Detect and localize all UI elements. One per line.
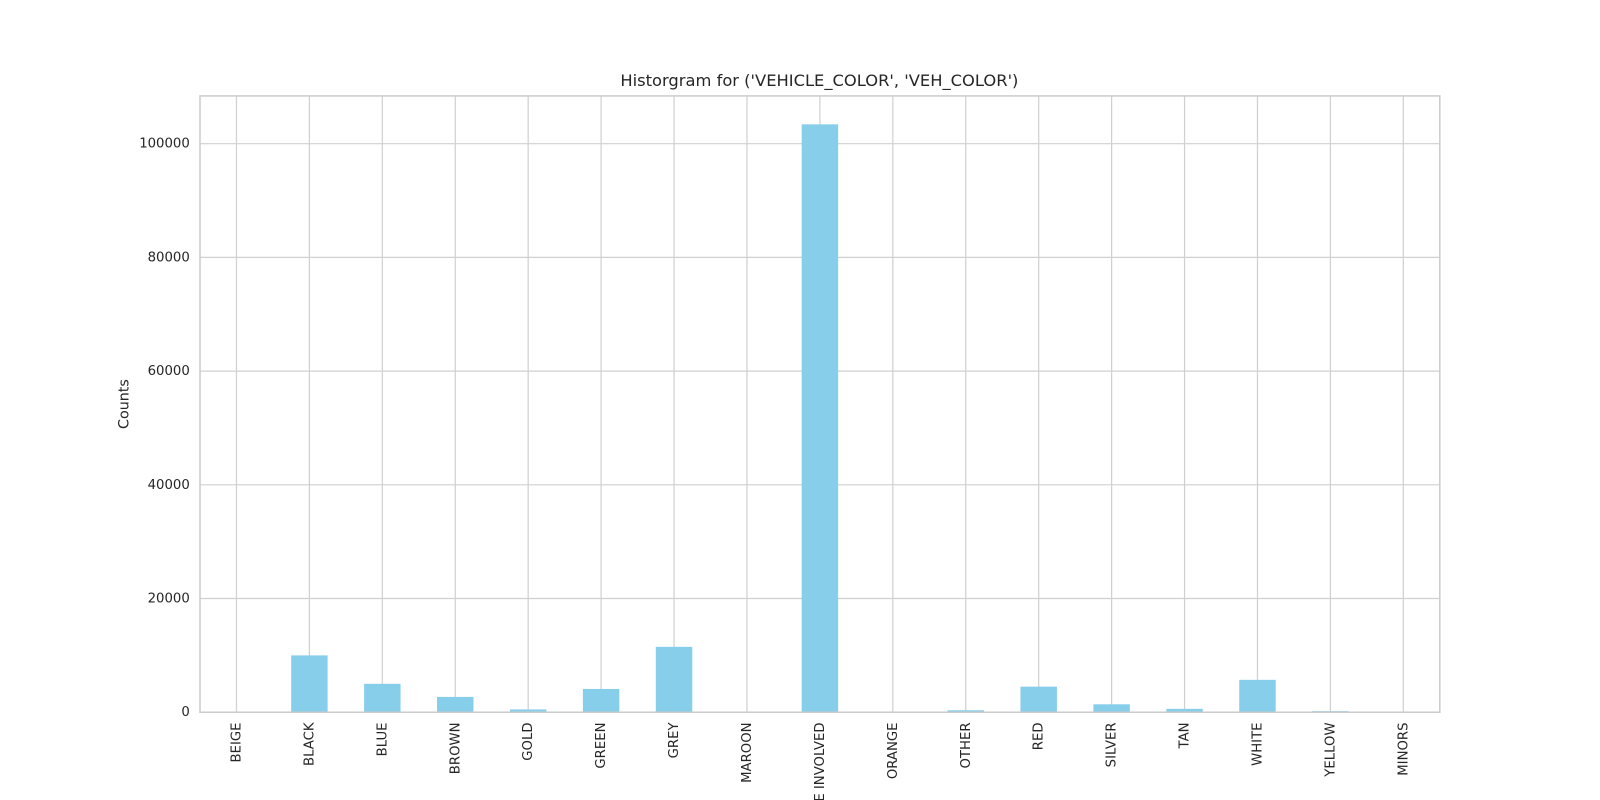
- bar: [291, 655, 328, 713]
- bar: [947, 710, 984, 713]
- x-tick-label: TAN: [1178, 722, 1193, 749]
- bar: [1166, 708, 1203, 713]
- x-tick-label: GOLD: [521, 722, 536, 760]
- x-tick-label: BEIGE: [229, 722, 244, 762]
- plot-frame: [199, 95, 1441, 714]
- x-tick-label: SILVER: [1105, 722, 1120, 767]
- x-tick-label: OTHER: [959, 722, 974, 768]
- bar: [1093, 704, 1130, 713]
- x-tick-label: GREY: [667, 722, 682, 759]
- y-tick-label: 60000: [148, 364, 190, 379]
- x-tick-label: BROWN: [448, 722, 463, 774]
- x-tick-label: YELLOW: [1323, 722, 1338, 777]
- y-tick-label: 100000: [139, 137, 190, 152]
- bar: [655, 646, 693, 713]
- y-axis-label: Counts: [116, 379, 132, 429]
- bar: [1239, 679, 1276, 713]
- y-tick-label: 20000: [148, 592, 190, 607]
- x-tick-label: BLUE: [375, 722, 390, 756]
- x-tick-label: MAROON: [740, 722, 755, 782]
- bar: [509, 709, 547, 713]
- bar: [437, 696, 474, 713]
- bar: [364, 683, 401, 713]
- x-tick-label: ORANGE: [886, 722, 901, 779]
- y-tick-label: 40000: [148, 478, 190, 493]
- bar: [582, 688, 620, 713]
- bar: [1020, 686, 1057, 713]
- y-tick-label: 0: [181, 705, 189, 720]
- x-tick-label: MINORS: [1396, 722, 1411, 775]
- chart-title: Historgram for ('VEHICLE_COLOR', 'VEH_CO…: [620, 71, 1018, 91]
- x-tick-label: E INVOLVED: [813, 722, 828, 800]
- x-tick-label: RED: [1032, 722, 1047, 750]
- x-tick-label: BLACK: [302, 722, 317, 766]
- y-tick-label: 80000: [148, 250, 190, 265]
- x-tick-label: WHITE: [1250, 722, 1265, 765]
- bar: [801, 124, 839, 713]
- x-tick-label: GREEN: [594, 722, 609, 768]
